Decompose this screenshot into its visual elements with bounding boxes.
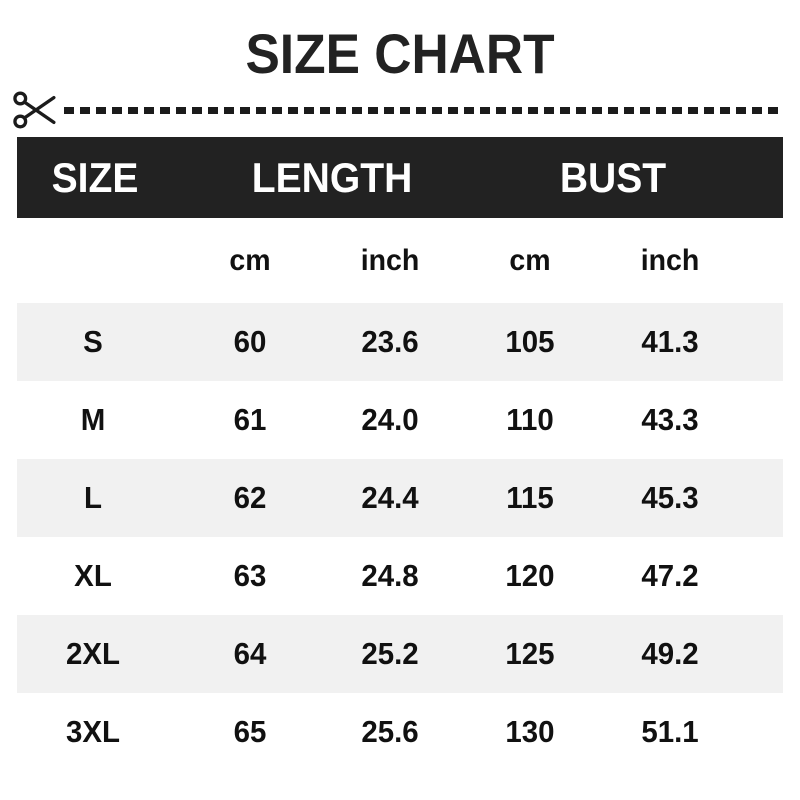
cell-bust-inch: 43.3 [640,402,699,437]
cell-size: S [83,324,103,359]
cell-bust-cm: 130 [505,714,555,749]
table-row: 2XL 64 25.2 125 49.2 [17,615,783,693]
unit-length-inch: inch [360,243,420,277]
cell-size: XL [74,558,112,593]
cell-length-inch: 24.0 [361,402,419,437]
cell-size: L [83,480,102,515]
scissors-icon [13,91,56,129]
cut-line [0,86,800,134]
cell-length-inch: 23.6 [361,324,419,359]
unit-bust-inch: inch [640,243,699,277]
dashed-cut-line [64,106,783,114]
cell-length-cm: 63 [233,558,267,593]
cell-bust-inch: 47.2 [640,558,699,593]
size-chart-table: SIZE LENGTH BUST cm inch cm inch S 60 23.6… [17,137,783,771]
cell-bust-cm: 105 [505,324,555,359]
table-row: M 61 24.0 110 43.3 [17,381,783,459]
unit-length-cm: cm [229,243,271,277]
size-chart-page: SIZE CHART SIZE LENGTH BUST cm inch cm i… [0,24,800,800]
table-row: S 60 23.6 105 41.3 [17,303,783,381]
cell-bust-inch: 49.2 [640,636,699,671]
cell-bust-cm: 125 [505,636,555,671]
table-row: XL 63 24.8 120 47.2 [17,537,783,615]
cell-length-cm: 65 [233,714,267,749]
cell-bust-inch: 41.3 [640,324,699,359]
cell-length-inch: 24.4 [361,480,419,515]
cell-length-inch: 25.2 [361,636,419,671]
page-title: SIZE CHART [245,22,555,85]
cell-bust-cm: 110 [506,402,554,437]
table-body: S 60 23.6 105 41.3 M 61 24.0 110 43.3 L 62 24.4 115 45… [17,303,783,771]
table-header-bar: SIZE LENGTH BUST [17,137,783,218]
cell-length-cm: 60 [233,324,267,359]
cell-bust-cm: 120 [505,558,555,593]
cell-length-cm: 62 [233,480,267,515]
header-length: LENGTH [251,153,413,201]
cell-size: 2XL [65,636,120,671]
unit-bust-cm: cm [509,243,551,277]
cell-length-cm: 64 [233,636,267,671]
cell-bust-inch: 45.3 [640,480,699,515]
cell-bust-cm: 115 [506,480,554,515]
cell-length-cm: 61 [233,402,267,437]
cell-size: M [80,402,106,437]
table-row: L 62 24.4 115 45.3 [17,459,783,537]
cell-length-inch: 25.6 [361,714,419,749]
table-row: 3XL 65 25.6 130 51.1 [17,693,783,771]
header-size: SIZE [51,153,139,201]
units-row: cm inch cm inch [17,218,783,303]
header-bust: BUST [559,153,667,201]
cell-size: 3XL [65,714,120,749]
cell-bust-inch: 51.1 [640,714,699,749]
cell-length-inch: 24.8 [361,558,419,593]
